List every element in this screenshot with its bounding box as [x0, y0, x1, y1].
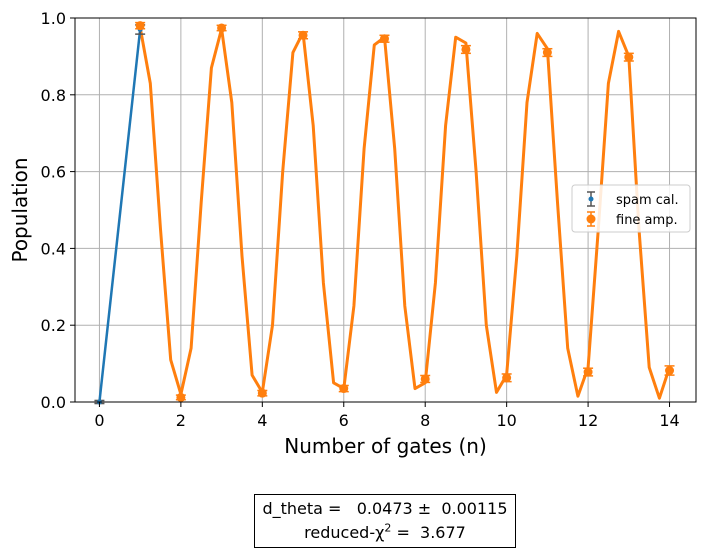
y-tick-label: 0.8	[41, 86, 66, 105]
x-axis-ticks: 0 2 4 6 8 10 12 14	[94, 402, 680, 430]
fit-curve-line	[138, 27, 671, 400]
fine-amp-point	[461, 44, 471, 54]
fine-amp-point	[135, 21, 145, 31]
x-tick-label: 8	[420, 411, 430, 430]
fine-amp-point	[420, 374, 430, 384]
fine-amp-point	[665, 366, 675, 376]
y-tick-label: 0.0	[41, 393, 66, 412]
y-tick-label: 0.2	[41, 316, 66, 335]
fine-amp-point	[298, 30, 308, 40]
x-tick-label: 14	[659, 411, 679, 430]
y-tick-label: 1.0	[41, 9, 66, 28]
legend-entry-label: spam cal.	[616, 193, 679, 208]
x-tick-label: 12	[578, 411, 598, 430]
chi-superscript: 2	[384, 521, 392, 535]
x-axis-label: Number of gates (n)	[284, 434, 487, 458]
x-tick-label: 10	[496, 411, 516, 430]
legend: spam cal. fine amp.	[571, 184, 691, 233]
fine-amp-point	[217, 23, 227, 33]
legend-marker-icon	[588, 196, 594, 202]
spam-cal-line	[98, 29, 142, 403]
x-tick-label: 0	[94, 411, 104, 430]
fine-amp-point	[542, 48, 552, 58]
x-tick-label: 6	[339, 411, 349, 430]
x-tick-label: 4	[257, 411, 267, 430]
chi-label: reduced-χ	[304, 523, 385, 542]
y-tick-label: 0.4	[41, 239, 66, 258]
legend-box	[571, 184, 691, 233]
fine-amp-point	[339, 384, 349, 394]
fine-amp-point	[176, 392, 186, 402]
fine-amp-point	[257, 388, 267, 398]
y-tick-label: 0.6	[41, 163, 66, 182]
fit-parameter-line: d_theta = 0.0473 ± 0.00115	[262, 499, 508, 518]
fine-amp-point	[502, 373, 512, 383]
series-layer	[94, 21, 675, 405]
x-tick-label: 2	[176, 411, 186, 430]
fine-amp-point	[379, 34, 389, 44]
fit-chi-line: reduced-χ2 = 3.677	[255, 521, 515, 545]
plot-frame	[74, 17, 697, 403]
chart: 0 2 4 6 8 10 12 14 0.0 0.2 0.4 0.6 0.8 1.0 Number of…	[8, 9, 697, 458]
chi-value: = 3.677	[391, 523, 466, 542]
fine-amp-point	[583, 367, 593, 377]
legend-entry-label: fine amp.	[616, 213, 678, 228]
legend-marker-icon	[586, 214, 596, 224]
y-axis-ticks: 0.0 0.2 0.4 0.6 0.8 1.0	[41, 9, 75, 412]
fine-amp-point	[624, 52, 634, 62]
y-axis-label: Population	[8, 157, 32, 262]
fit-result-box: d_theta = 0.0473 ± 0.00115 reduced-χ2 = …	[254, 494, 516, 548]
